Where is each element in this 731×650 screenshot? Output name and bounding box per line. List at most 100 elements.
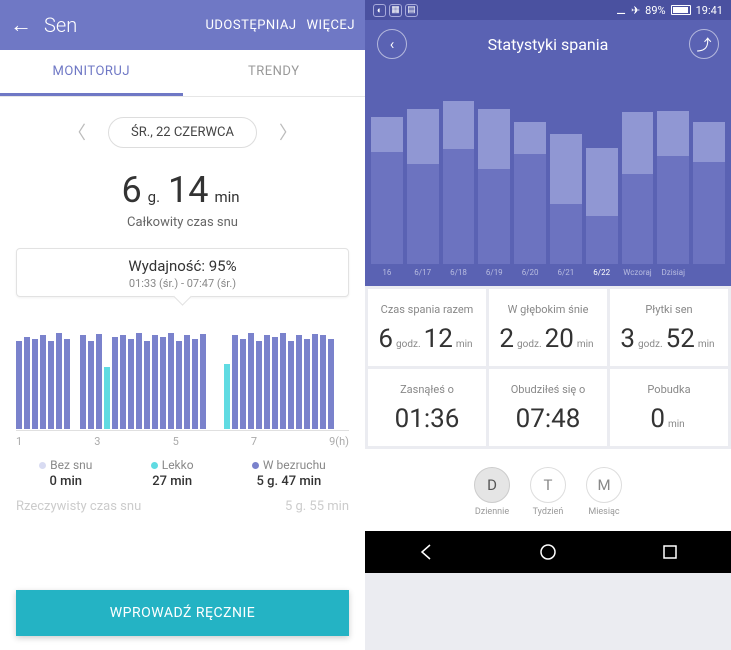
sleep-bar (272, 337, 278, 429)
tabs: MONITORUJ TRENDY (0, 50, 365, 97)
chevron-right-icon[interactable]: 〉 (271, 115, 305, 149)
more-button[interactable]: WIĘCEJ (307, 18, 355, 33)
nav-home-icon[interactable] (538, 542, 558, 562)
legend-item: Bez snu0 min (39, 458, 92, 489)
chart-column (622, 112, 654, 264)
sleep-bar (40, 335, 46, 429)
actual-sleep-value: 5 g. 55 min (285, 499, 349, 514)
sleep-bar (240, 339, 246, 429)
sleep-bar (280, 333, 286, 429)
chart-date-labels: 166/176/186/196/206/216/22WczorajDzisiaj (365, 268, 731, 282)
sleep-bar (224, 364, 230, 429)
sleep-bar (24, 337, 30, 429)
sleep-bar (160, 337, 166, 429)
total-mins: 14 (168, 169, 208, 211)
nav-recent-icon[interactable] (660, 542, 680, 562)
sleep-bars-chart (16, 311, 349, 431)
chart-column (371, 117, 403, 264)
header-left: ← Sen UDOSTĘPNIAJ WIĘCEJ (0, 0, 365, 50)
chart-column (407, 109, 439, 264)
chart-date-label: 6/18 (443, 268, 475, 282)
sleep-bar (168, 333, 174, 429)
chart-date-label: 16 (371, 268, 403, 282)
tab-monitor[interactable]: MONITORUJ (0, 50, 183, 96)
sleep-bar (184, 335, 190, 429)
sleep-bar (232, 335, 238, 429)
sleep-bar (312, 334, 318, 429)
metric-cell: Czas spania razem6godz.12min (368, 289, 486, 366)
sleep-bar (288, 341, 294, 429)
chart-date-label: 6/17 (407, 268, 439, 282)
efficiency-tooltip: Wydajność: 95% 01:33 (śr.) - 07:47 (śr.) (16, 248, 349, 297)
nav-back-icon[interactable] (416, 542, 436, 562)
sleep-bar (296, 335, 302, 429)
bluetooth-icon: ⚊ (616, 4, 626, 17)
metric-cell: Płytki sen3godz.52min (610, 289, 728, 366)
actual-sleep-label: Rzeczywisty czas snu (16, 499, 141, 514)
metric-cell: W głębokim śnie2godz.20min (489, 289, 607, 366)
manual-entry-button[interactable]: WPROWADŹ RĘCZNIE (16, 590, 349, 636)
sleep-bar (136, 333, 142, 429)
header-right: ‹ Statystyki spania ⤴ (365, 20, 731, 68)
date-row: 〈 ŚR., 22 CZERWCA 〉 (0, 97, 365, 161)
chart-column (693, 122, 725, 264)
chart-date-label (693, 268, 725, 282)
sleep-bar (88, 341, 94, 429)
chart-column (586, 148, 618, 264)
metric-cell: Zasnąłeś o01:36 (368, 369, 486, 446)
chevron-left-icon[interactable]: 〈 (60, 115, 94, 149)
actual-sleep-row: Rzeczywisty czas snu 5 g. 55 min (16, 499, 349, 514)
time-tab-m[interactable]: MMiesiąc (586, 467, 622, 517)
header-title-right: Statystyki spania (488, 35, 609, 54)
chart-date-label: Wczoraj (622, 268, 654, 282)
chart-column (657, 111, 689, 264)
sleep-bar (320, 335, 326, 429)
battery-icon (671, 5, 691, 15)
sleep-bar (48, 341, 54, 429)
airplane-icon: ✈ (631, 4, 640, 17)
sleep-bar (16, 341, 22, 429)
back-circle-button[interactable]: ‹ (377, 29, 407, 59)
chart-date-label: 6/19 (478, 268, 510, 282)
back-arrow-icon[interactable]: ← (10, 12, 32, 38)
status-bar: ◐ ▦ ▤ ⚊ ✈ 89% 19:41 (365, 0, 731, 20)
chart-date-label: 6/22 (586, 268, 618, 282)
notif-icon: ▤ (405, 4, 418, 17)
header-title: Sen (44, 13, 195, 37)
share-button[interactable]: UDOSTĘPNIAJ (205, 18, 296, 33)
date-selector[interactable]: ŚR., 22 CZERWCA (108, 117, 257, 148)
notif-icon: ◐ (373, 4, 386, 17)
time-tab-t[interactable]: TTydzień (530, 467, 566, 517)
time-tab-d[interactable]: DDziennie (474, 467, 510, 517)
chart-date-label: 6/21 (550, 268, 582, 282)
sleep-bar (56, 333, 62, 429)
xaxis-tick: 7 (251, 435, 257, 448)
sleep-bar (96, 334, 102, 429)
total-sleep: 6 g. 14 min Całkowity czas snu (0, 161, 365, 234)
sleep-bar (144, 341, 150, 429)
sleep-bar (304, 339, 310, 429)
sleep-bar (80, 335, 86, 429)
sleep-bar (328, 339, 334, 429)
chart-xaxis: 13579(h) (16, 435, 349, 448)
sleep-bar (64, 339, 70, 429)
share-circle-button[interactable]: ⤴ (689, 29, 719, 59)
phone-right: ◐ ▦ ▤ ⚊ ✈ 89% 19:41 ‹ Statystyki spania … (365, 0, 731, 650)
status-time: 19:41 (696, 4, 723, 17)
legend-item: W bezruchu5 g. 47 min (252, 458, 326, 489)
sleep-bar (112, 337, 118, 429)
notif-icon: ▦ (389, 4, 402, 17)
chart-legend: Bez snu0 min Lekko27 min W bezruchu5 g. 47… (10, 458, 355, 489)
phone-left: ← Sen UDOSTĘPNIAJ WIĘCEJ MONITORUJ TREND… (0, 0, 365, 650)
chart-column (478, 109, 510, 264)
total-label: Całkowity czas snu (0, 215, 365, 230)
time-range-tabs: DDziennie TTydzień MMiesiąc (365, 449, 731, 531)
xaxis-tick: 5 (173, 435, 179, 448)
metrics-grid: Czas spania razem6godz.12minW głębokim ś… (365, 286, 731, 449)
legend-item: Lekko27 min (151, 458, 194, 489)
sleep-bar (192, 339, 198, 429)
tab-trends[interactable]: TRENDY (183, 50, 366, 96)
mins-unit: min (214, 188, 239, 206)
xaxis-tick: 1 (16, 435, 22, 448)
metric-cell: Obudziłeś się o07:48 (489, 369, 607, 446)
